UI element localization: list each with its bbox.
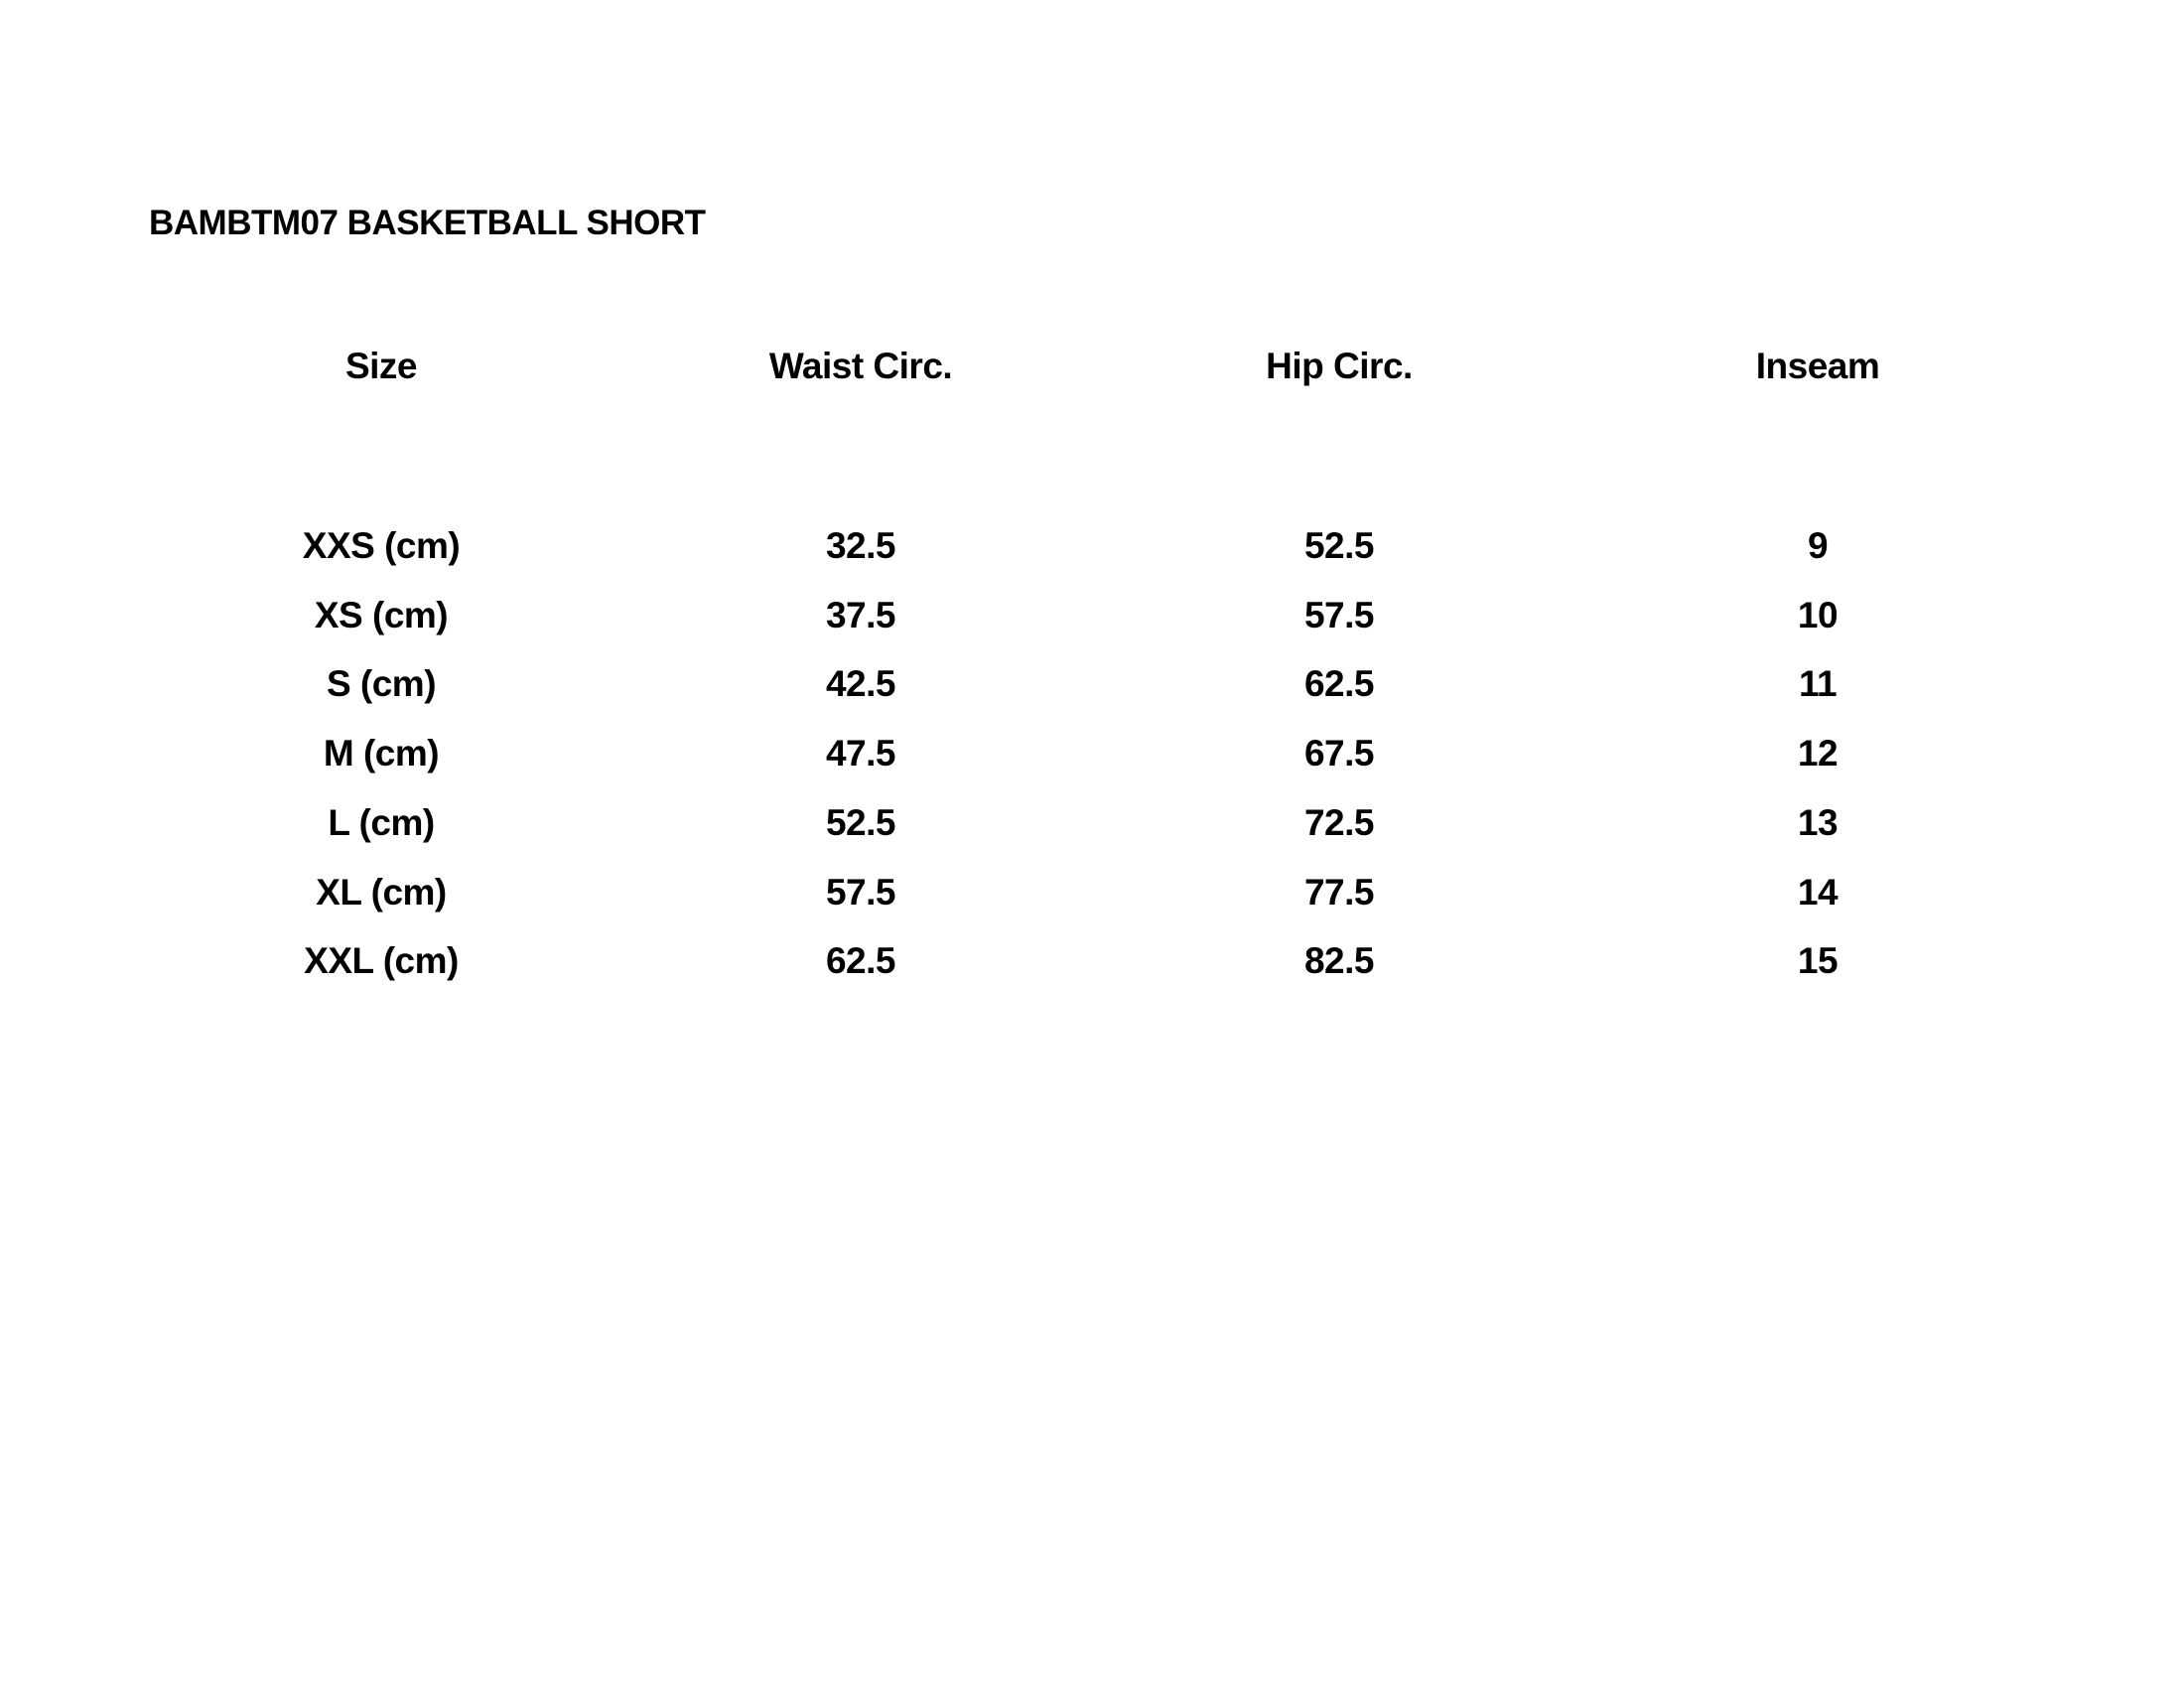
column-header-waist-circ: Waist Circ. xyxy=(768,346,953,386)
table-cell-hip-circ: 72.5 xyxy=(1303,801,1375,843)
table-cell-hip-circ: 57.5 xyxy=(1303,594,1375,635)
table-cell-inseam: 15 xyxy=(1797,940,1839,982)
table-cell-inseam: 11 xyxy=(1798,663,1838,705)
table-cell-size: XXL (cm) xyxy=(304,940,459,982)
table-cell-size: M (cm) xyxy=(323,733,440,774)
table-cell-inseam: 12 xyxy=(1797,733,1839,774)
table-cell-size: L (cm) xyxy=(328,801,435,843)
table-cell-inseam: 14 xyxy=(1797,871,1839,913)
table-cell-waist-circ: 42.5 xyxy=(825,663,896,705)
table-cell-hip-circ: 82.5 xyxy=(1303,940,1375,982)
table-cell-hip-circ: 77.5 xyxy=(1303,871,1375,913)
table-cell-hip-circ: 52.5 xyxy=(1303,525,1375,566)
column-header-hip-circ: Hip Circ. xyxy=(1266,346,1413,386)
table-cell-inseam: 9 xyxy=(1807,525,1829,566)
column-header-inseam: Inseam xyxy=(1755,346,1880,386)
table-cell-hip-circ: 67.5 xyxy=(1303,733,1375,774)
table-cell-size: XXS (cm) xyxy=(302,525,461,566)
table-cell-waist-circ: 57.5 xyxy=(825,871,896,913)
table-cell-waist-circ: 47.5 xyxy=(825,733,896,774)
table-cell-hip-circ: 62.5 xyxy=(1303,663,1375,705)
table-cell-size: XL (cm) xyxy=(316,871,447,913)
table-cell-inseam: 13 xyxy=(1797,801,1839,843)
table-cell-waist-circ: 32.5 xyxy=(825,525,896,566)
table-cell-waist-circ: 52.5 xyxy=(825,801,896,843)
table-cell-waist-circ: 37.5 xyxy=(825,594,896,635)
table-cell-size: XS (cm) xyxy=(314,594,449,635)
table-cell-size: S (cm) xyxy=(326,663,437,705)
table-cell-waist-circ: 62.5 xyxy=(825,940,896,982)
table-cell-inseam: 10 xyxy=(1797,594,1839,635)
document-title: BAMBTM07 BASKETBALL SHORT xyxy=(149,204,706,242)
column-header-size: Size xyxy=(344,346,418,386)
